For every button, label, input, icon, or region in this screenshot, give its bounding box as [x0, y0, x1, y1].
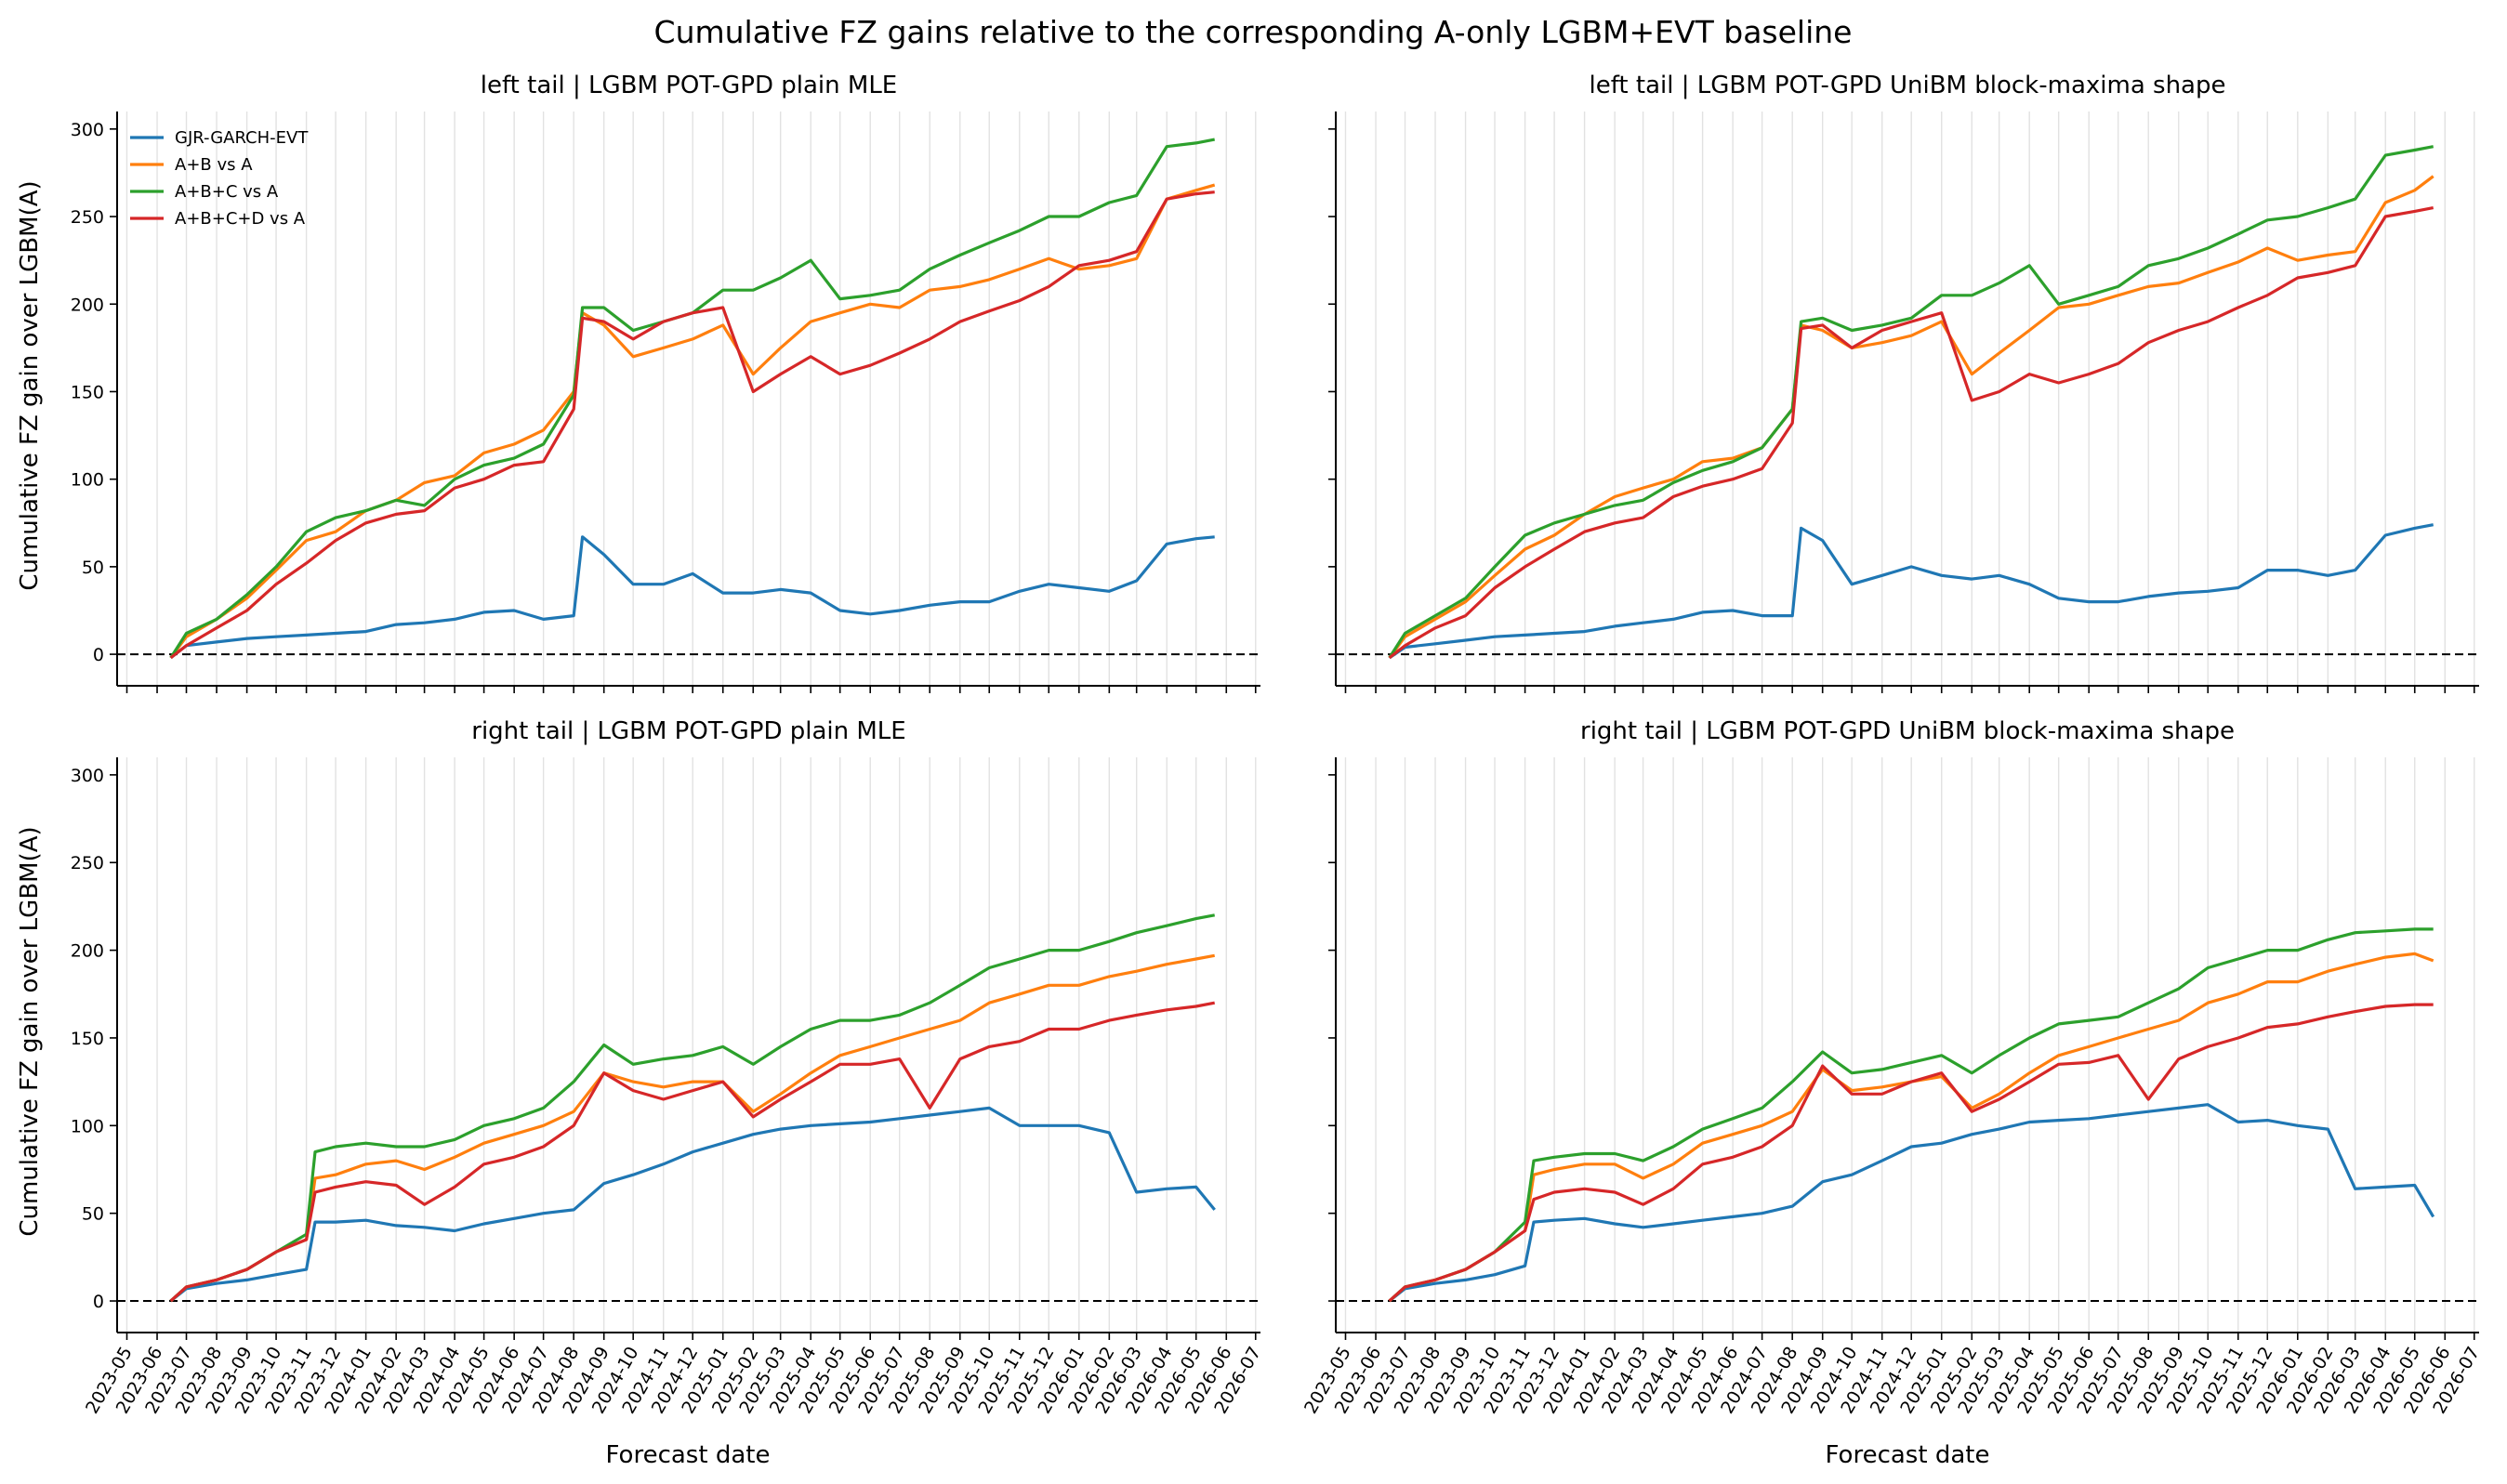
- y-axis-label-bottom: Cumulative FZ gain over LGBM(A): [16, 826, 44, 1236]
- series-line-a-b-c-d-vs-a: [169, 190, 1215, 660]
- y-tick-label: 100: [71, 470, 104, 491]
- y-tick-label: 150: [71, 382, 104, 402]
- panel-title: right tail | LGBM POT-GPD plain MLE: [471, 717, 905, 745]
- panel-title: left tail | LGBM POT-GPD UniBM block-max…: [1590, 72, 2226, 99]
- series-line-a-b-vs-a: [1388, 952, 2434, 1303]
- chart-panel-2: left tail | LGBM POT-GPD UniBM block-max…: [1328, 72, 2479, 693]
- series-line-a-b-vs-a: [169, 953, 1215, 1303]
- y-tick-label: 300: [71, 766, 104, 786]
- y-axis-label-top: Cumulative FZ gain over LGBM(A): [16, 180, 44, 590]
- y-tick-label: 50: [82, 1204, 104, 1225]
- series-line-gjr-garch-evt: [169, 1106, 1216, 1303]
- x-axis-label-left: Forecast date: [606, 1441, 771, 1469]
- series-line-a-b-vs-a: [169, 183, 1216, 659]
- legend: GJR-GARCH-EVT A+B vs A A+B+C vs A A+B+C+D v…: [130, 128, 309, 229]
- figure-title: Cumulative FZ gains relative to the corr…: [654, 14, 1853, 50]
- y-tick-label: 150: [71, 1029, 104, 1049]
- y-tick-label: 200: [71, 295, 104, 315]
- panels: 0 50 100 150 200 250 300 left tail | LGBM POT-G…: [71, 72, 2484, 1417]
- y-tick-label: 250: [71, 207, 104, 228]
- series-line-gjr-garch-evt: [169, 535, 1215, 660]
- y-tick-label: 50: [82, 558, 104, 578]
- series-line-a-b-c-vs-a: [1388, 145, 2434, 659]
- y-tick-label: 0: [93, 1292, 104, 1312]
- chart-panel-1: 0 50 100 150 200 250 300 left tail | LGBM POT-G…: [71, 72, 1260, 693]
- panel-title: left tail | LGBM POT-GPD plain MLE: [481, 72, 897, 99]
- x-axis-label-right: Forecast date: [1826, 1441, 1990, 1469]
- series-line-a-b-c-vs-a: [1388, 927, 2434, 1303]
- y-tick-label: 300: [71, 120, 104, 140]
- series-line-gjr-garch-evt: [1388, 523, 2434, 660]
- legend-entry: A+B vs A: [175, 155, 253, 175]
- series-line-a-b-c-d-vs-a: [169, 1001, 1215, 1303]
- series-line-a-b-c-d-vs-a: [1388, 1003, 2434, 1303]
- y-tick-label: 250: [71, 853, 104, 873]
- series-line-gjr-garch-evt: [1388, 1103, 2435, 1303]
- series-line-a-b-c-d-vs-a: [1388, 206, 2434, 660]
- legend-entry: GJR-GARCH-EVT: [175, 128, 309, 148]
- series-line-a-b-c-vs-a: [169, 913, 1215, 1303]
- y-tick-label: 0: [93, 645, 104, 665]
- legend-entry: A+B+C+D vs A: [175, 209, 306, 229]
- y-tick-label: 200: [71, 941, 104, 962]
- legend-entry: A+B+C vs A: [175, 182, 279, 202]
- chart-panel-4: 2023-052023-062023-072023-082023-092023-…: [1300, 717, 2484, 1417]
- chart-panel-3: 0501001502002503002023-052023-062023-072…: [71, 717, 1265, 1417]
- panel-title: right tail | LGBM POT-GPD UniBM block-ma…: [1580, 717, 2235, 745]
- series-line-a-b-vs-a: [1388, 175, 2434, 659]
- y-tick-label: 100: [71, 1116, 104, 1136]
